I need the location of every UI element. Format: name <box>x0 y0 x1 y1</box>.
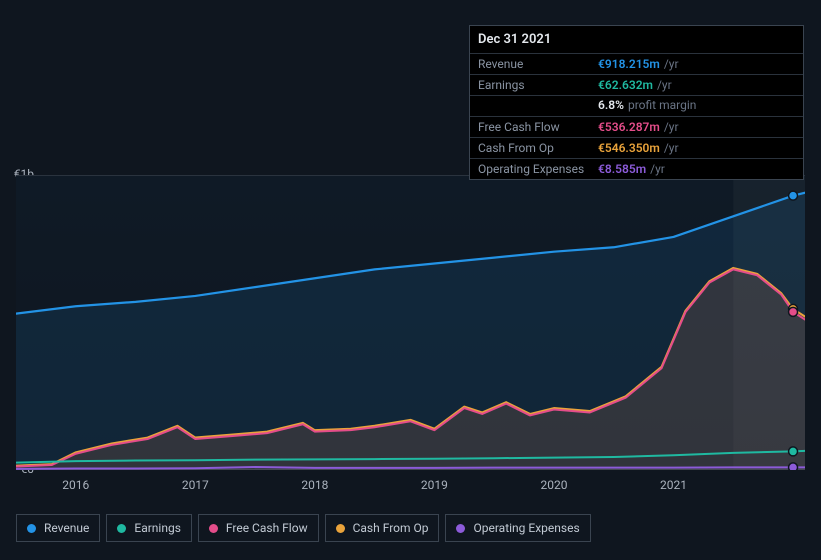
tooltip-sub-earnings: 6.8%profit margin <box>470 96 803 117</box>
x-axis-label: 2020 <box>540 478 567 492</box>
tooltip-suffix: /yr <box>657 78 672 92</box>
legend-swatch <box>336 524 345 533</box>
legend-label: Earnings <box>134 521 181 535</box>
tooltip-value: €546.350m <box>598 141 660 155</box>
legend-item-revenue[interactable]: Revenue <box>16 514 100 542</box>
tooltip-row-opex: Operating Expenses€8.585m/yr <box>470 159 803 179</box>
tooltip-label: Earnings <box>478 78 598 92</box>
tooltip-suffix: /yr <box>664 141 679 155</box>
tooltip-suffix: /yr <box>664 57 679 71</box>
tooltip-row-earnings: Earnings€62.632m/yr <box>470 75 803 96</box>
legend-label: Revenue <box>44 521 89 535</box>
tooltip-label: Operating Expenses <box>478 162 598 176</box>
legend-label: Operating Expenses <box>473 521 579 535</box>
tooltip-row-fcf: Free Cash Flow€536.287m/yr <box>470 117 803 138</box>
x-axis-label: 2018 <box>301 478 328 492</box>
x-axis: 2016 2017 2018 2019 2020 2021 <box>16 478 805 496</box>
tooltip-value: €536.287m <box>598 120 660 134</box>
legend: Revenue Earnings Free Cash Flow Cash From O… <box>16 514 591 542</box>
x-axis-label: 2016 <box>62 478 89 492</box>
tooltip-row-cfo: Cash From Op€546.350m/yr <box>470 138 803 159</box>
tooltip-label: Free Cash Flow <box>478 120 598 134</box>
tooltip-value: €918.215m <box>598 57 660 71</box>
tooltip-row-revenue: Revenue€918.215m/yr <box>470 54 803 75</box>
plot-area[interactable] <box>16 175 805 470</box>
x-axis-label: 2019 <box>421 478 448 492</box>
legend-label: Free Cash Flow <box>226 521 308 535</box>
tooltip-value: €62.632m <box>598 78 653 92</box>
legend-swatch <box>456 524 465 533</box>
legend-label: Cash From Op <box>353 521 429 535</box>
legend-swatch <box>117 524 126 533</box>
chart-container: Dec 31 2021 Revenue€918.215m/yrEarnings€… <box>0 0 821 560</box>
tooltip-date: Dec 31 2021 <box>470 26 803 54</box>
x-axis-label: 2017 <box>182 478 209 492</box>
tooltip-suffix: /yr <box>664 120 679 134</box>
legend-item-cfo[interactable]: Cash From Op <box>325 514 440 542</box>
tooltip-suffix: /yr <box>650 162 665 176</box>
x-axis-label: 2021 <box>660 478 687 492</box>
legend-item-opex[interactable]: Operating Expenses <box>445 514 590 542</box>
legend-swatch <box>27 524 36 533</box>
tooltip-value: €8.585m <box>598 162 646 176</box>
legend-item-fcf[interactable]: Free Cash Flow <box>198 514 319 542</box>
legend-item-earnings[interactable]: Earnings <box>106 514 192 542</box>
tooltip-label: Cash From Op <box>478 141 598 155</box>
legend-swatch <box>209 524 218 533</box>
tooltip-label: Revenue <box>478 57 598 71</box>
hover-tooltip: Dec 31 2021 Revenue€918.215m/yrEarnings€… <box>469 25 804 180</box>
